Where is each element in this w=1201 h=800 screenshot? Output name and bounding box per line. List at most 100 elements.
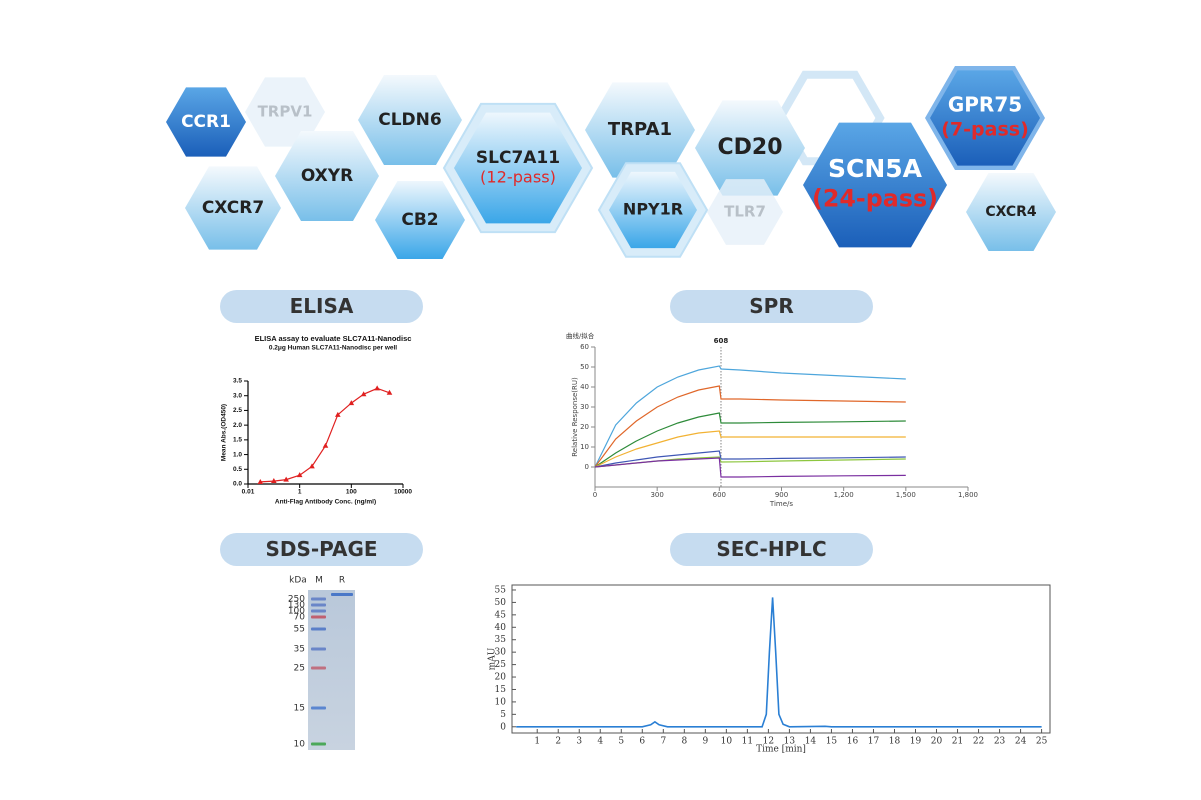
data-point	[296, 472, 303, 478]
y-tick-label: 1.0	[233, 451, 242, 458]
x-tick-label: 1	[534, 737, 540, 747]
x-axis-label: Anti-Flag Antibody Conc. (ng/ml)	[275, 499, 376, 506]
x-tick-label: 11	[742, 737, 753, 747]
y-tick-label: 40	[495, 623, 507, 633]
hexagon	[245, 77, 325, 147]
section-heading: SEC-HPLC	[716, 537, 826, 561]
x-axis-label: Time [min]	[756, 745, 806, 755]
section-pill	[670, 290, 873, 323]
x-tick-label: 19	[910, 737, 922, 747]
hexagon-sublabel: (7-pass)	[941, 119, 1029, 141]
x-tick-label: 7	[660, 737, 666, 747]
data-point	[257, 478, 264, 484]
fit-line	[260, 387, 390, 483]
x-tick-label: 12	[763, 737, 774, 747]
marker-band	[311, 706, 326, 710]
hexagon	[375, 181, 465, 259]
hexagon	[803, 122, 947, 248]
hexagon-label: TRPA1	[608, 119, 672, 140]
hexagon	[930, 70, 1040, 166]
marker-band	[311, 647, 326, 651]
hexagon	[966, 173, 1056, 251]
x-tick-label: 300	[650, 491, 663, 499]
x-tick-label: 22	[973, 737, 984, 747]
x-tick-label: 13	[784, 737, 796, 747]
y-tick-label: 0	[500, 722, 506, 732]
marker-band	[311, 627, 326, 631]
x-tick-label: 9	[702, 737, 708, 747]
hexagon-label: OXYR	[301, 166, 353, 186]
y-tick-label: 20	[580, 423, 589, 431]
hexagon-label: TLR7	[724, 203, 766, 221]
chart-title: ELISA assay to evaluate SLC7A11-Nanodisc	[255, 334, 412, 343]
marker-size: 35	[294, 645, 305, 655]
hexagon-label: SCN5A	[828, 154, 923, 183]
marker-size: 55	[294, 625, 305, 635]
section-pill	[670, 533, 873, 566]
marker-size: 10	[294, 740, 306, 750]
y-tick-label: 1.5	[233, 437, 242, 444]
y-tick-label: 10	[495, 697, 507, 707]
response-curve	[594, 450, 906, 468]
gel	[308, 590, 355, 750]
x-tick-label: 1,800	[958, 491, 978, 499]
x-tick-label: 0.01	[242, 489, 255, 496]
y-tick-label: 5	[500, 710, 506, 720]
y-tick-label: 10	[580, 443, 589, 451]
response-curve	[594, 385, 906, 468]
response-curve	[594, 412, 906, 468]
hexagon-label: CXCR4	[985, 204, 1037, 220]
hexagon	[275, 131, 379, 221]
y-tick-label: 55	[495, 585, 507, 595]
hexagon-label: CLDN6	[378, 110, 441, 130]
data-point	[322, 442, 329, 448]
y-tick-label: 50	[495, 598, 507, 608]
hexagon-label: GPR75	[948, 93, 1022, 117]
y-tick-label: 45	[495, 610, 507, 620]
hexagon	[358, 75, 462, 165]
x-axis-label: Time/s	[769, 500, 793, 508]
y-tick-label: 60	[580, 343, 589, 351]
marker-band	[311, 597, 326, 601]
y-tick-label: 3.5	[233, 378, 242, 385]
marker-label: 608	[714, 337, 729, 345]
corner-label: 曲线/拟合	[566, 331, 595, 340]
marker-size: 15	[294, 704, 305, 714]
marker-size: 70	[294, 613, 306, 623]
hexagon-sublabel: (12-pass)	[480, 168, 556, 187]
section-heading: SDS-PAGE	[265, 537, 377, 561]
x-tick-label: 16	[847, 737, 859, 747]
data-point	[335, 411, 341, 417]
x-tick-label: 5	[618, 737, 624, 747]
hexagon	[609, 171, 697, 249]
data-point	[348, 400, 355, 406]
x-tick-label: 18	[889, 737, 901, 747]
y-tick-label: 30	[580, 403, 589, 411]
y-tick-label: 3.0	[233, 392, 242, 399]
marker-size: 250	[288, 595, 305, 605]
x-tick-label: 24	[1015, 737, 1027, 747]
x-tick-label: 6	[639, 737, 645, 747]
y-tick-label: 20	[495, 673, 507, 683]
section-heading: SPR	[749, 294, 793, 318]
y-tick-label: 15	[495, 685, 507, 695]
y-tick-label: 40	[580, 383, 589, 391]
hexagon-label: CXCR7	[202, 198, 264, 218]
x-tick-label: 100	[346, 489, 357, 496]
y-tick-label: 35	[495, 635, 507, 645]
gel-unit: kDa	[289, 576, 307, 586]
section-pill	[220, 290, 423, 323]
x-tick-label: 10000	[394, 489, 412, 496]
data-point	[374, 385, 380, 391]
chart-subtitle: 0.2μg Human SLC7A11-Nanodisc per well	[269, 345, 397, 352]
hexagon-sublabel: (24-pass)	[812, 185, 938, 213]
data-point	[283, 476, 289, 482]
hexagon	[185, 166, 281, 250]
x-tick-label: 2	[555, 737, 561, 747]
y-tick-label: 0.0	[233, 481, 242, 488]
data-point	[271, 478, 277, 484]
x-tick-label: 0	[593, 491, 597, 499]
y-tick-label: 0.5	[233, 466, 242, 473]
x-tick-label: 17	[868, 737, 880, 747]
